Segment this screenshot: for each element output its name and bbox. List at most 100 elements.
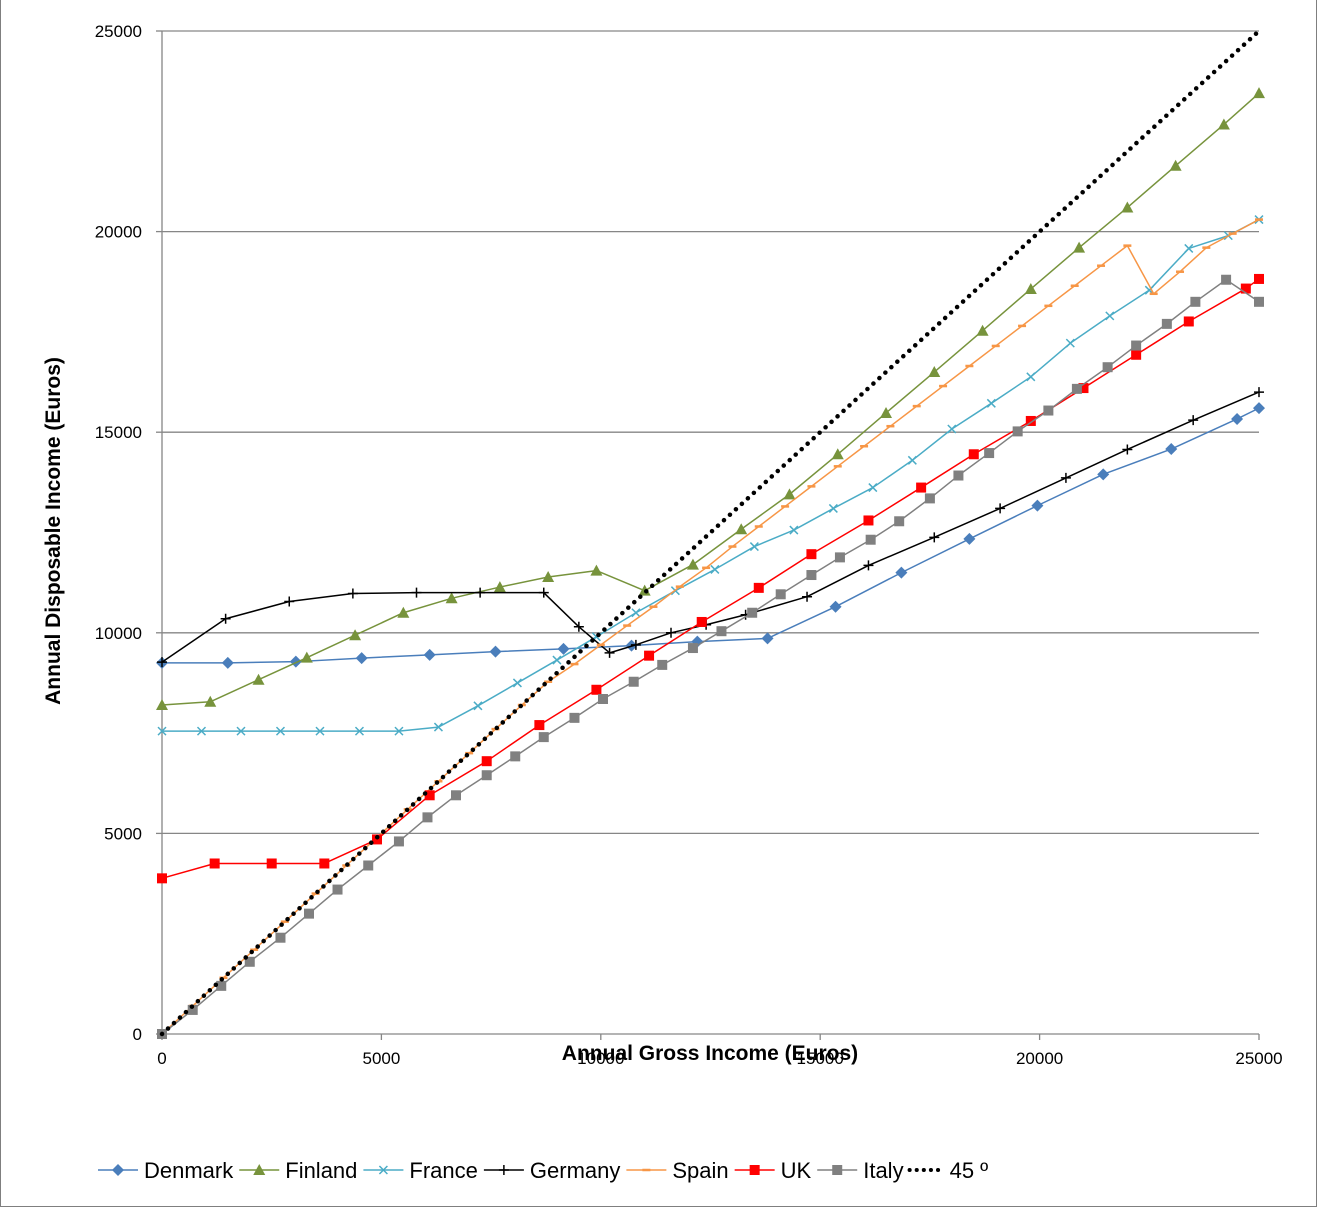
series-line <box>161 278 1260 1035</box>
data-point <box>953 470 964 481</box>
data-point <box>355 652 368 665</box>
legend-label: 45 º <box>950 1158 989 1183</box>
data-point <box>397 606 410 618</box>
data-point <box>895 566 908 579</box>
data-point <box>473 701 483 711</box>
legend-marker <box>253 1164 266 1175</box>
data-point <box>829 600 842 613</box>
data-point <box>1026 372 1036 382</box>
series-45º <box>159 28 1262 1037</box>
data-point <box>630 639 641 650</box>
data-point <box>252 673 265 685</box>
legend-item: Germany <box>483 1158 620 1183</box>
data-point <box>204 695 217 707</box>
data-point <box>735 523 748 535</box>
data-point <box>984 448 995 459</box>
data-point <box>157 873 167 884</box>
data-point <box>747 607 758 618</box>
data-point <box>631 608 641 618</box>
data-point <box>445 592 458 604</box>
data-point <box>1078 383 1089 394</box>
data-point <box>604 647 615 658</box>
data-point <box>1165 443 1178 456</box>
grid-lines <box>162 30 1259 835</box>
data-point <box>696 616 707 627</box>
data-point <box>1231 412 1244 425</box>
data-point <box>1161 318 1172 329</box>
data-point <box>538 732 549 743</box>
data-point <box>806 570 817 581</box>
data-point <box>976 324 989 336</box>
series-line <box>161 92 1260 706</box>
data-point <box>156 699 168 711</box>
data-point <box>924 493 935 504</box>
data-point <box>929 532 940 543</box>
data-point <box>834 552 845 563</box>
legend-marker <box>378 1165 388 1175</box>
data-point <box>644 650 655 661</box>
data-point <box>424 790 435 801</box>
legend-label: Finland <box>285 1158 357 1183</box>
data-point <box>347 588 358 599</box>
y-tick-label: 10000 <box>95 624 142 643</box>
x-tick-label: 20000 <box>1016 1049 1063 1068</box>
data-point <box>1122 444 1133 455</box>
data-point <box>393 836 404 847</box>
data-point <box>710 564 720 574</box>
data-point <box>542 571 555 583</box>
data-point <box>538 587 549 598</box>
data-point <box>216 980 227 991</box>
data-point <box>986 398 996 408</box>
data-point <box>1240 283 1251 294</box>
data-point <box>1025 415 1036 426</box>
data-point <box>221 656 234 669</box>
data-point <box>493 581 506 593</box>
legend-item: Finland <box>239 1158 357 1183</box>
data-point <box>880 406 893 418</box>
data-point <box>1254 296 1264 307</box>
data-point <box>1169 159 1182 171</box>
data-point <box>806 549 817 560</box>
data-point <box>363 860 374 871</box>
series-layer <box>156 28 1265 1039</box>
data-point <box>789 525 799 535</box>
data-point <box>196 726 207 736</box>
legend-item: UK <box>734 1158 812 1183</box>
data-point <box>275 726 286 736</box>
x-tick-label: 5000 <box>362 1049 400 1068</box>
data-point <box>1254 273 1264 284</box>
data-point <box>863 515 874 526</box>
data-point <box>1024 282 1037 294</box>
data-point <box>349 629 362 641</box>
data-point <box>686 558 699 570</box>
data-point <box>489 645 502 658</box>
data-point <box>1253 87 1265 99</box>
data-point <box>1071 383 1082 394</box>
data-point <box>187 1004 198 1015</box>
data-point <box>1012 426 1023 437</box>
legend-item: Italy <box>817 1158 904 1183</box>
data-point <box>666 627 677 638</box>
data-point <box>947 424 957 434</box>
data-point <box>332 884 343 895</box>
legend-label: Spain <box>672 1158 728 1183</box>
series-line <box>161 278 1260 880</box>
data-point <box>422 812 433 823</box>
data-point <box>831 448 844 460</box>
legend-marker <box>832 1165 843 1175</box>
data-point <box>552 655 562 665</box>
data-point <box>423 648 436 661</box>
series-finland <box>156 87 1265 711</box>
legend-item: Spain <box>626 1158 729 1183</box>
axes: 0 5000 10000 15000 20000 25000 0 5000 10000 15000… <box>95 22 1283 1068</box>
legend-item: 45 º <box>907 1158 989 1183</box>
data-point <box>1131 340 1142 351</box>
data-point <box>1190 296 1201 307</box>
legend-marker <box>498 1165 509 1175</box>
series-uk <box>157 273 1264 884</box>
data-point <box>284 596 295 607</box>
data-point <box>1031 499 1044 512</box>
data-point <box>749 542 759 552</box>
data-point <box>266 858 277 869</box>
data-point <box>569 712 580 723</box>
